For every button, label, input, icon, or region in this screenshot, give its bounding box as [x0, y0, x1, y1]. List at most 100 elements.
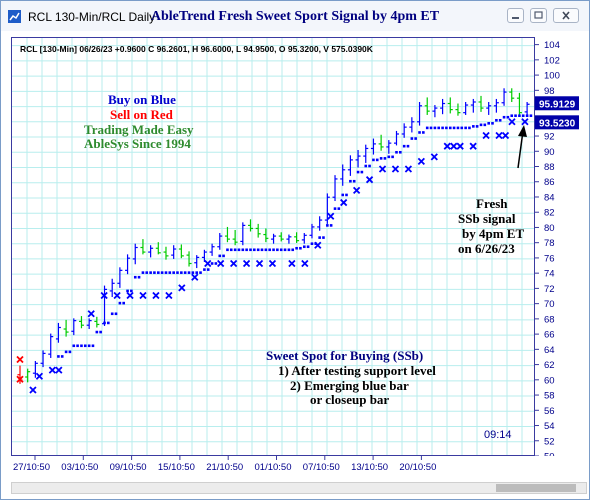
- stop-dot: [422, 131, 425, 134]
- stop-dot: [525, 114, 529, 118]
- stop-dot: [429, 126, 433, 130]
- stop-dot: [57, 355, 60, 358]
- stop-dot: [233, 248, 237, 252]
- stop-dot: [518, 114, 521, 118]
- stop-dot: [349, 179, 352, 183]
- stop-dot: [160, 271, 164, 274]
- restore-button[interactable]: [530, 8, 547, 23]
- x-mark: [521, 118, 529, 126]
- x-mark: [314, 241, 322, 249]
- stop-dot: [133, 275, 137, 279]
- price-tick-label: 68: [544, 314, 555, 325]
- stop-dot: [291, 248, 295, 252]
- timestamp: 09:14: [484, 429, 512, 441]
- x-mark: [327, 212, 335, 220]
- time-tick-label: 09/10:50: [110, 462, 147, 473]
- stop-dot: [103, 321, 106, 325]
- stop-dot: [395, 150, 398, 154]
- stop-dot: [387, 155, 391, 159]
- stop-dot: [360, 170, 364, 174]
- annotation-by-4pm: by 4pm ET: [462, 226, 525, 241]
- stop-dot: [306, 245, 310, 249]
- x-mark: [501, 131, 510, 140]
- time-tick-label: 03/10:50: [61, 462, 98, 473]
- stop-dot: [76, 344, 79, 348]
- x-mark: [100, 291, 108, 300]
- price-tick-label: 78: [544, 238, 555, 249]
- price-tick-label: 104: [544, 40, 560, 51]
- stop-dot: [341, 193, 345, 197]
- stop-dot: [322, 236, 325, 239]
- stop-dot: [176, 271, 179, 274]
- stop-dot: [287, 248, 291, 252]
- stop-dot: [345, 193, 348, 197]
- stop-dot: [445, 126, 448, 130]
- minimize-icon: [512, 17, 519, 19]
- stop-dot: [145, 271, 149, 274]
- stop-dot: [183, 271, 187, 274]
- legend-buy-on-blue: Buy on Blue: [108, 92, 176, 107]
- price-badge-upper-label: 95.9129: [539, 99, 576, 110]
- close-icon: [562, 11, 570, 20]
- price-axis: 50 52 54 56 58 60 62 64 66 68 70 72 74 76 78 80 82 84 86 88…: [535, 40, 579, 457]
- stop-dot: [222, 254, 225, 258]
- stop-dot: [218, 254, 222, 258]
- x-mark: [126, 291, 134, 300]
- stop-dot: [180, 271, 183, 274]
- stop-dot: [299, 246, 302, 250]
- time-tick-label: 07/10:50: [303, 462, 340, 473]
- close-button[interactable]: [553, 8, 579, 23]
- price-tick-label: 50: [544, 452, 555, 457]
- stop-dot: [168, 271, 172, 274]
- stop-dot: [414, 137, 417, 140]
- stop-dot: [310, 242, 314, 245]
- stop-dot: [268, 248, 271, 252]
- legend-sell-on-red: Sell on Red: [110, 107, 173, 122]
- x-mark: [152, 291, 160, 300]
- stop-dot: [95, 330, 99, 334]
- price-tick-label: 62: [544, 360, 555, 371]
- x-mark: [55, 366, 63, 374]
- stop-dot: [379, 157, 383, 160]
- stop-dot: [237, 248, 241, 252]
- stop-dot: [195, 271, 199, 274]
- stop-dot: [441, 126, 444, 130]
- stop-dot: [249, 248, 252, 252]
- x-mark: [482, 131, 490, 140]
- plot-svg: [12, 38, 534, 455]
- stop-dots: [57, 114, 533, 358]
- stop-dot: [226, 248, 229, 252]
- stop-dot: [425, 126, 429, 130]
- time-tick-label: 13/10:50: [351, 462, 388, 473]
- annotation-arrow-head: [518, 125, 527, 137]
- stop-dot: [107, 321, 110, 325]
- price-tick-label: 60: [544, 375, 555, 386]
- stop-dot: [433, 126, 437, 130]
- chart-title: AbleTrend Fresh Sweet Sport Signal by 4p…: [150, 9, 440, 24]
- scrollbar-thumb[interactable]: [496, 484, 576, 492]
- stop-dot: [91, 344, 95, 348]
- stop-dot: [448, 126, 452, 130]
- x-mark: [204, 259, 212, 268]
- stop-dot: [479, 123, 483, 127]
- stop-dot: [437, 126, 441, 130]
- x-mark: [352, 186, 361, 195]
- plot-area[interactable]: RCL [130-Min] 06/26/23 +0.9600 C 96.2601…: [11, 37, 535, 456]
- x-mark: [443, 142, 451, 150]
- x-mark: [456, 142, 464, 150]
- horizontal-scrollbar[interactable]: [11, 482, 587, 494]
- stop-dot: [110, 312, 114, 316]
- stop-dot: [295, 246, 298, 250]
- stop-dot: [410, 137, 414, 140]
- stop-dot: [114, 312, 118, 316]
- grid-layer: [12, 38, 534, 455]
- stop-dot: [356, 170, 360, 174]
- stop-dot: [72, 344, 76, 348]
- sweet-spot-line3: or closeup bar: [310, 392, 390, 407]
- minimize-button[interactable]: [507, 8, 524, 23]
- stop-dot: [191, 271, 195, 274]
- x-mark: [16, 375, 24, 383]
- stop-dot: [329, 224, 333, 227]
- stop-dot: [472, 125, 475, 128]
- stop-dot: [199, 271, 202, 274]
